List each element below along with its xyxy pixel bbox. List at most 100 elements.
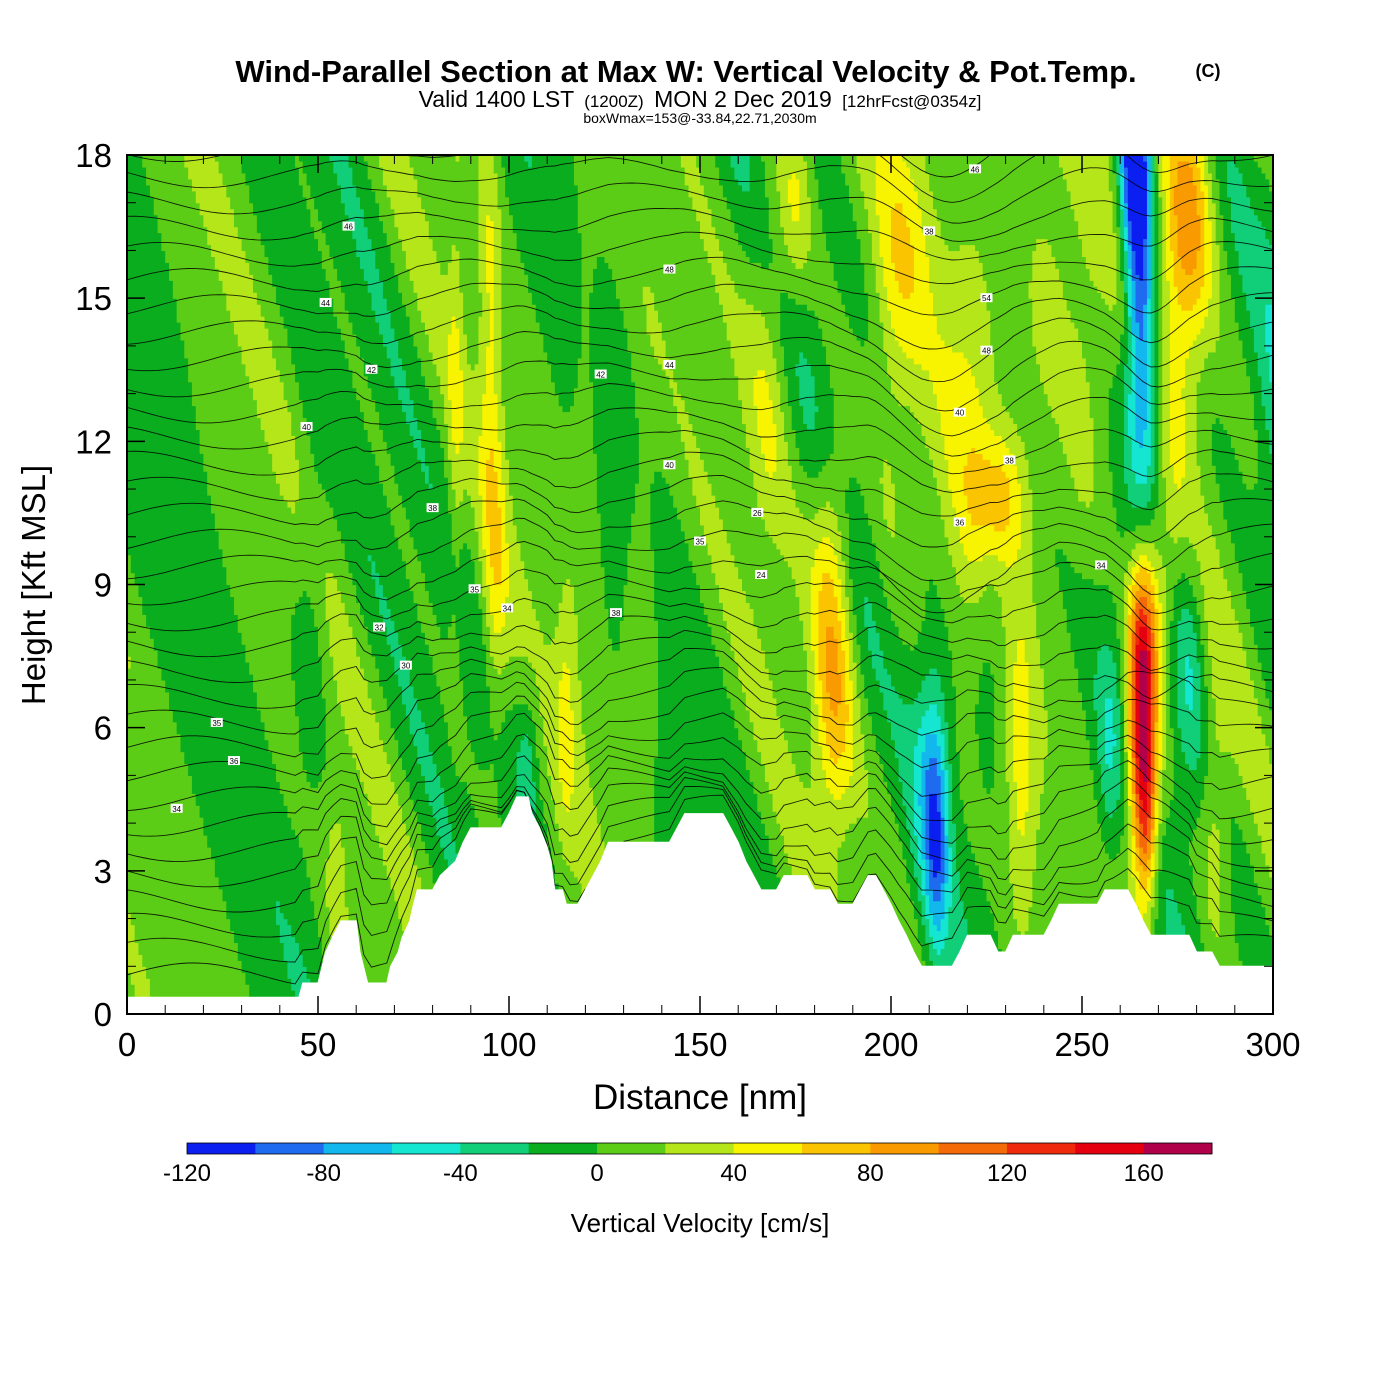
velocity-cell [169,280,173,287]
velocity-cell [150,501,154,508]
velocity-cell [180,483,184,490]
velocity-cell [188,280,192,287]
velocity-cell [165,632,169,639]
velocity-cell [138,316,142,323]
velocity-cell [154,585,158,592]
velocity-cell [138,596,142,603]
velocity-cell [200,429,204,436]
velocity-cell [192,525,196,532]
velocity-cell [200,602,204,609]
velocity-cell [177,161,181,168]
velocity-cell [131,793,135,800]
velocity-cell [169,865,173,872]
velocity-cell [146,525,150,532]
velocity-cell [192,298,196,305]
velocity-cell [158,817,162,824]
velocity-cell [146,352,150,359]
velocity-cell [196,167,200,174]
velocity-cell [161,370,165,377]
velocity-cell [180,227,184,234]
velocity-cell [150,734,154,741]
velocity-cell [180,787,184,794]
velocity-cell [135,334,139,341]
velocity-cell [146,262,150,269]
velocity-cell [200,972,204,979]
velocity-cell [165,233,169,240]
velocity-cell [180,889,184,896]
velocity-cell [158,394,162,401]
velocity-cell [196,286,200,293]
velocity-cell [173,948,177,955]
velocity-cell [169,525,173,532]
velocity-cell [138,614,142,621]
velocity-cell [135,728,139,735]
velocity-cell [131,280,135,287]
velocity-cell [154,984,158,991]
velocity-cell [150,459,154,466]
velocity-cell [192,614,196,621]
velocity-cell [154,304,158,311]
velocity-cell [192,453,196,460]
velocity-cell [196,352,200,359]
velocity-cell [158,871,162,878]
velocity-cell [135,823,139,830]
velocity-cell [146,757,150,764]
velocity-cell [146,286,150,293]
velocity-cell [173,280,177,287]
velocity-cell [146,650,150,657]
velocity-cell [142,567,146,574]
velocity-cell [161,585,165,592]
velocity-cell [165,930,169,937]
velocity-cell [177,406,181,413]
velocity-cell [192,465,196,472]
velocity-cell [158,746,162,753]
velocity-cell [161,590,165,597]
velocity-cell [150,388,154,395]
velocity-cell [188,579,192,586]
velocity-cell [192,775,196,782]
velocity-cell [203,841,207,848]
velocity-cell [158,280,162,287]
velocity-cell [188,728,192,735]
velocity-cell [184,483,188,490]
velocity-cell [200,352,204,359]
velocity-cell [192,316,196,323]
velocity-cell [131,966,135,973]
velocity-cell [169,161,173,168]
velocity-cell [180,179,184,186]
velocity-cell [165,835,169,842]
velocity-cell [142,716,146,723]
velocity-cell [165,561,169,568]
velocity-cell [200,644,204,651]
velocity-cell [192,441,196,448]
velocity-cell [150,799,154,806]
velocity-cell [138,227,142,234]
velocity-cell [150,841,154,848]
velocity-cell [173,817,177,824]
velocity-cell [135,465,139,472]
velocity-cell [146,274,150,281]
velocity-cell [177,585,181,592]
velocity-cell [150,692,154,699]
velocity-cell [177,435,181,442]
velocity-cell [169,907,173,914]
velocity-cell [154,811,158,818]
velocity-cell [161,406,165,413]
velocity-cell [180,250,184,257]
velocity-cell [161,841,165,848]
velocity-cell [173,429,177,436]
velocity-cell [165,256,169,263]
velocity-cell [200,567,204,574]
velocity-cell [135,972,139,979]
velocity-cell [161,292,165,299]
velocity-cell [184,167,188,174]
velocity-cell [177,966,181,973]
velocity-cell [203,883,207,890]
velocity-cell [131,901,135,908]
velocity-cell [131,203,135,210]
velocity-cell [184,746,188,753]
velocity-cell [177,376,181,383]
velocity-cell [138,543,142,550]
velocity-cell [169,966,173,973]
velocity-cell [203,972,207,979]
